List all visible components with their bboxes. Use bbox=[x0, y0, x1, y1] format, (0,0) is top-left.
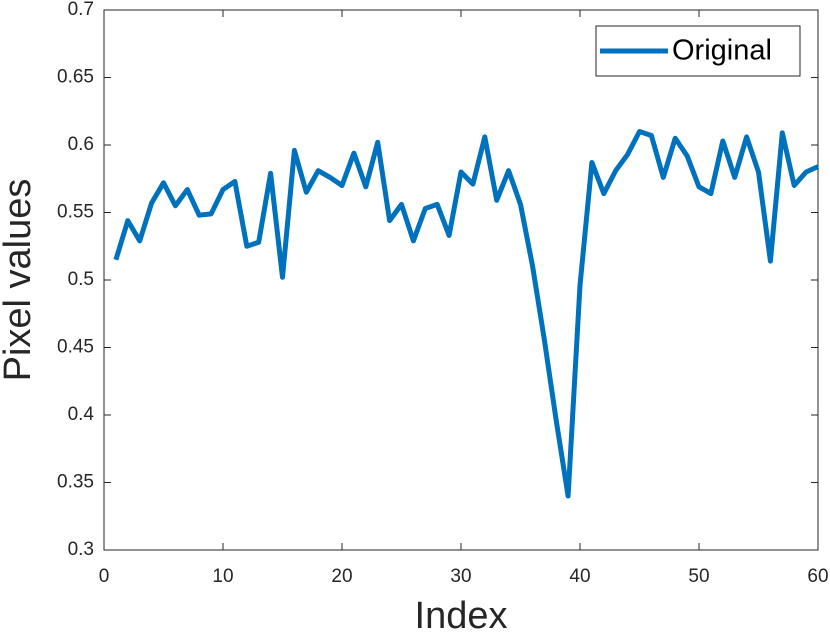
x-axis-label: Index bbox=[415, 595, 508, 637]
x-tick-label: 40 bbox=[569, 566, 590, 587]
x-tick-label: 10 bbox=[212, 566, 233, 587]
plot-area bbox=[103, 9, 819, 551]
x-tick-label: 0 bbox=[99, 566, 110, 587]
y-tick-label: 0.4 bbox=[68, 404, 95, 425]
data-line bbox=[113, 129, 820, 499]
x-tick-label: 30 bbox=[450, 566, 471, 587]
y-tick-label: 0.55 bbox=[57, 202, 94, 223]
y-axis-label: Pixel values bbox=[0, 179, 39, 382]
y-tick-label: 0.6 bbox=[68, 134, 94, 155]
y-tick-label: 0.3 bbox=[68, 539, 94, 560]
y-tick-label: 0.5 bbox=[68, 269, 94, 290]
y-tick-label: 0.65 bbox=[57, 67, 94, 88]
legend-label: Original bbox=[672, 35, 772, 67]
x-tick-label: 50 bbox=[688, 566, 709, 587]
x-tick-label: 60 bbox=[807, 566, 828, 587]
x-tick-label: 20 bbox=[331, 566, 352, 587]
y-tick-label: 0.45 bbox=[57, 337, 94, 358]
y-tick-label: 0.35 bbox=[57, 472, 94, 493]
y-tick-label: 0.7 bbox=[68, 0, 94, 20]
